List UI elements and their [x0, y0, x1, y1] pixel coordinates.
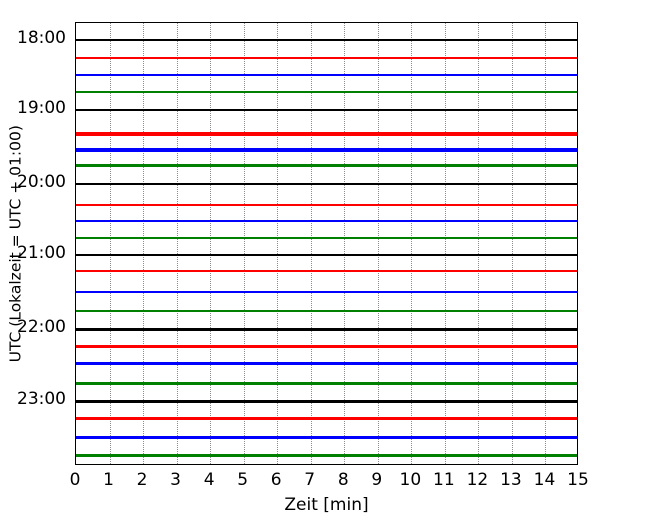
x-tick-label: 14 [533, 470, 556, 490]
data-trace [76, 436, 577, 440]
data-trace [76, 400, 577, 404]
data-trace [76, 454, 577, 458]
data-trace [76, 270, 577, 273]
data-trace [76, 328, 577, 332]
x-gridline [444, 23, 446, 464]
data-trace [76, 74, 577, 77]
y-axis-title: UTC (Lokalzeit = UTC + 01:00) [5, 124, 24, 362]
data-trace [76, 39, 577, 42]
x-gridline [511, 23, 513, 464]
x-axis-title: Zeit [min] [284, 495, 369, 515]
data-trace [76, 417, 577, 421]
data-trace [76, 345, 577, 349]
data-trace [76, 362, 577, 366]
x-tick-label: 11 [433, 470, 455, 490]
x-tick-label: 2 [136, 470, 148, 490]
x-gridline [478, 23, 480, 464]
x-gridline [411, 23, 413, 464]
data-trace [76, 183, 577, 186]
x-gridline [143, 23, 145, 464]
data-trace [76, 237, 577, 240]
x-tick-label: 1 [103, 470, 114, 490]
plot-area [75, 22, 578, 465]
x-tick-label: 13 [500, 470, 522, 490]
x-gridline [176, 23, 178, 464]
x-gridline [344, 23, 346, 464]
x-tick-label: 9 [371, 470, 383, 490]
x-tick-label: 10 [399, 470, 422, 490]
x-gridline [210, 23, 212, 464]
x-tick-label: 5 [237, 470, 249, 490]
data-trace [76, 382, 577, 386]
data-trace [76, 204, 577, 207]
x-gridline [243, 23, 245, 464]
x-tick-label: 4 [203, 470, 215, 490]
y-tick-label: 18:00 [17, 28, 66, 48]
data-layer [76, 23, 577, 464]
x-tick-label: 12 [466, 470, 489, 490]
y-axis-title-wrap: UTC (Lokalzeit = UTC + 01:00) [0, 0, 24, 362]
x-tick-label: 3 [170, 470, 181, 490]
data-trace [76, 91, 577, 94]
data-trace [76, 132, 577, 137]
y-tick-label: 23:00 [17, 389, 66, 409]
data-trace [76, 310, 577, 313]
grid-layer [76, 23, 577, 464]
data-trace [76, 57, 577, 60]
x-tick-label: 6 [270, 470, 282, 490]
y-tick-label: 22:00 [17, 317, 66, 337]
x-tick-label: 8 [337, 470, 349, 490]
x-tick-label: 0 [69, 470, 81, 490]
x-gridline [377, 23, 379, 464]
x-tick-label: 15 [567, 470, 589, 490]
data-trace [76, 291, 577, 294]
data-trace [76, 220, 577, 223]
x-gridline [310, 23, 312, 464]
x-gridline [545, 23, 547, 464]
x-tick-label: 7 [304, 470, 316, 490]
y-tick-label: 20:00 [17, 172, 66, 192]
y-tick-label: 19:00 [17, 98, 66, 118]
x-gridline [109, 23, 111, 464]
data-trace [76, 148, 577, 153]
data-trace [76, 109, 577, 112]
x-gridline [277, 23, 279, 464]
data-trace [76, 164, 577, 168]
y-tick-label: 21:00 [17, 243, 66, 263]
data-trace [76, 254, 577, 257]
